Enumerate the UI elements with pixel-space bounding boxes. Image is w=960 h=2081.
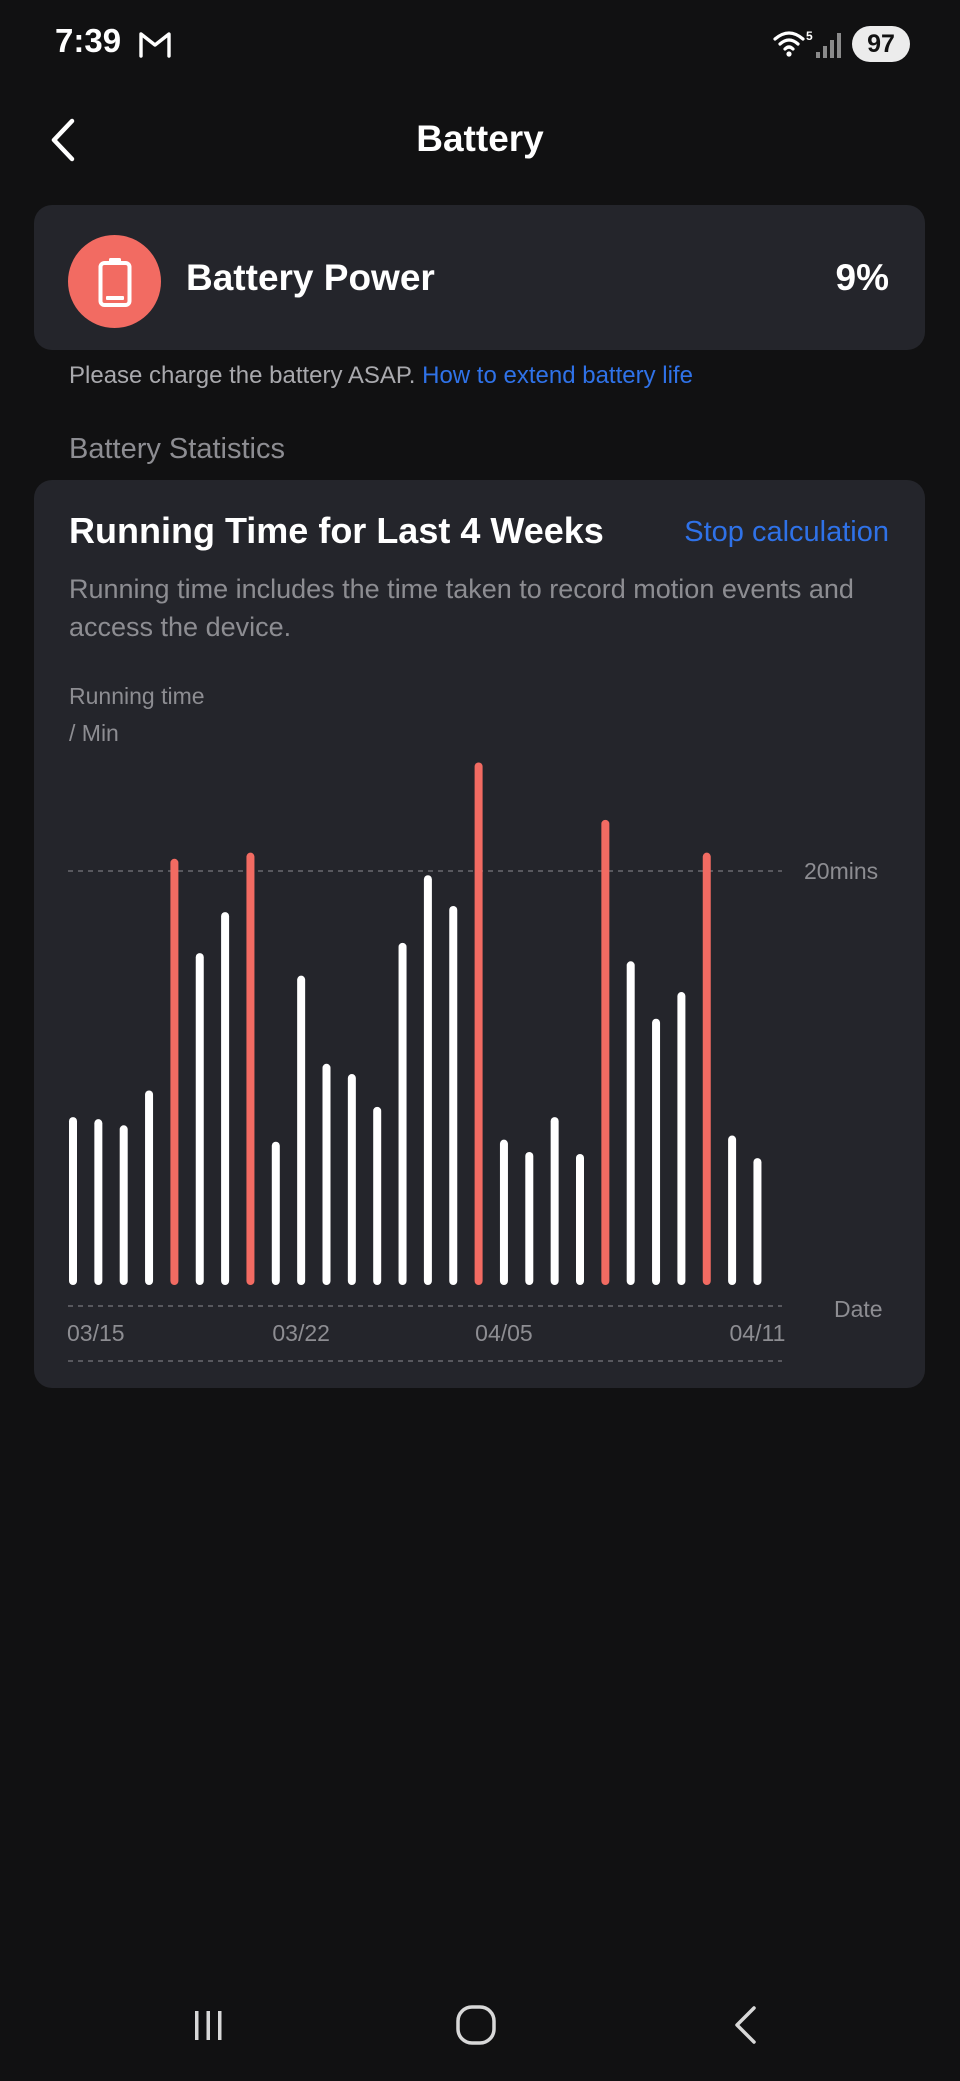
chart-x-ticks: 03/15 03/22 04/05 04/11 — [67, 1320, 785, 1346]
system-back-button[interactable] — [686, 1985, 806, 2065]
y-axis-label-line1: Running time — [69, 683, 205, 709]
stop-calculation-link[interactable]: Stop calculation — [684, 516, 889, 548]
gmail-notification-icon — [138, 30, 172, 63]
status-bar: 7:39 5 97 — [0, 0, 960, 90]
recents-button[interactable] — [148, 1985, 268, 2065]
page-title: Battery — [416, 118, 544, 159]
x-tick-label: 04/11 — [730, 1320, 786, 1346]
wifi-icon: 5 — [772, 28, 814, 65]
battery-statistics-heading: Battery Statistics — [69, 433, 285, 465]
status-time: 7:39 — [55, 22, 122, 59]
battery-low-icon — [68, 235, 161, 328]
y-axis-label-line2: / Min — [69, 720, 119, 746]
home-button[interactable] — [416, 1985, 536, 2065]
running-time-card: Running Time for Last 4 Weeks Stop calcu… — [34, 480, 925, 1388]
cell-signal-icon — [814, 30, 844, 65]
back-button[interactable] — [38, 112, 88, 168]
wifi-badge: 5 — [806, 29, 813, 43]
chart-bars — [69, 762, 762, 1285]
battery-power-value: 9% — [835, 257, 889, 298]
chevron-left-icon — [51, 118, 75, 162]
battery-status-badge: 97 — [852, 26, 910, 62]
battery-note-text: Please charge the battery ASAP. — [69, 362, 416, 389]
battery-power-label: Battery Power — [186, 257, 435, 298]
home-icon — [456, 2005, 496, 2045]
x-tick-label: 03/22 — [272, 1320, 330, 1346]
system-nav-bar — [0, 1985, 960, 2081]
recents-icon — [195, 2011, 222, 2040]
battery-power-card: Battery Power 9% — [34, 205, 925, 350]
running-time-title: Running Time for Last 4 Weeks — [69, 510, 604, 551]
reference-line-label: 20mins — [804, 858, 878, 884]
x-tick-label: 03/15 — [67, 1320, 125, 1346]
x-tick-label: 04/05 — [475, 1320, 533, 1346]
x-axis-label: Date — [834, 1296, 883, 1322]
battery-note: Please charge the battery ASAP. How to e… — [69, 362, 693, 390]
back-icon — [735, 2006, 756, 2044]
running-time-description: Running time includes the time taken to … — [69, 574, 854, 642]
extend-battery-life-link[interactable]: How to extend battery life — [422, 362, 693, 389]
app-header: Battery — [0, 100, 960, 180]
